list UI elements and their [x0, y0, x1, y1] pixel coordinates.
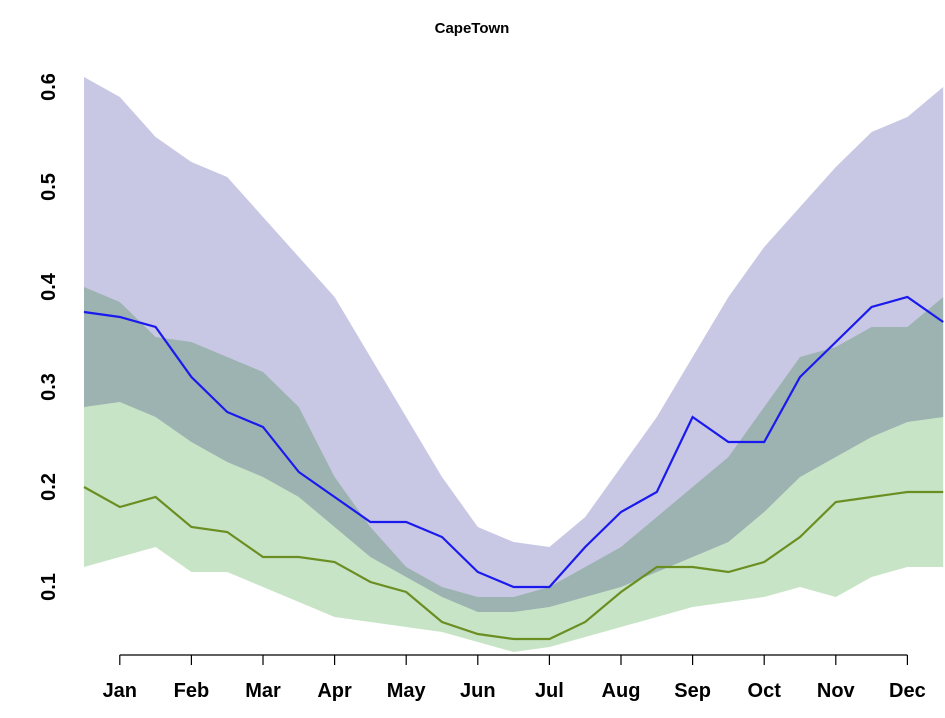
- x-tick-label: Mar: [245, 680, 281, 702]
- line: [83, 295, 944, 589]
- y-tick-label: 0.4: [38, 272, 60, 301]
- y-tick-label: 0.3: [38, 373, 60, 401]
- x-tick-label: Aug: [602, 680, 641, 702]
- y-tick-label: 0.2: [38, 473, 60, 501]
- x-tick-label: Oct: [748, 680, 782, 702]
- x-tick-label: Jun: [460, 680, 496, 702]
- y-tick-label: 0.1: [38, 573, 60, 601]
- y-tick-label: 0.6: [38, 73, 60, 101]
- x-tick-label: May: [387, 680, 427, 702]
- x-tick-label: Apr: [317, 680, 352, 702]
- x-tick-label: Feb: [174, 680, 210, 702]
- chart-title: CapeTown: [435, 20, 510, 37]
- x-tick-label: Sep: [674, 680, 711, 702]
- x-tick-label: Dec: [889, 680, 926, 702]
- band: [84, 287, 944, 652]
- x-tick-label: Nov: [817, 680, 856, 702]
- line: [83, 486, 944, 641]
- y-tick-label: 0.5: [38, 173, 60, 201]
- x-tick-label: Jan: [103, 680, 137, 702]
- x-tick-label: Jul: [535, 680, 564, 702]
